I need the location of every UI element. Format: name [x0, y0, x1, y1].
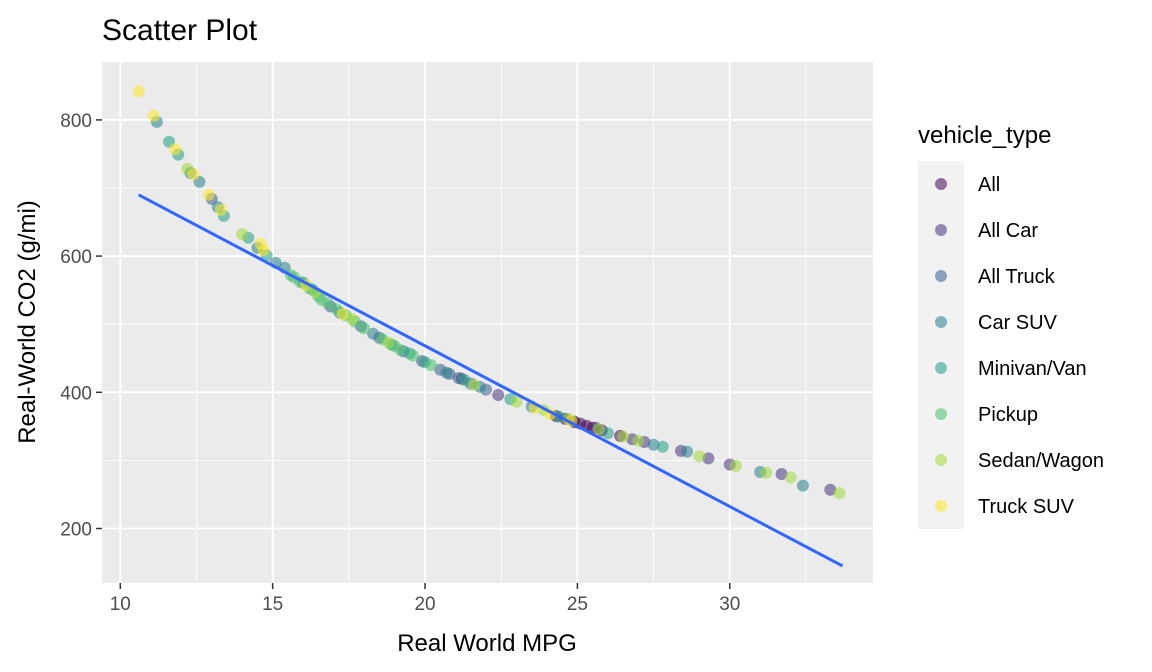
- legend-label: Truck SUV: [978, 496, 1075, 518]
- y-axis-ticks: 200 400 600 800: [60, 111, 102, 541]
- data-point-truck-suv: [187, 168, 200, 181]
- legend-label: Minivan/Van: [978, 358, 1087, 380]
- minor-gridlines: [102, 62, 873, 583]
- data-point-sedan-wagon: [510, 395, 523, 408]
- data-point-truck-suv: [132, 85, 145, 98]
- x-tick-label: 30: [719, 594, 740, 615]
- legend-label: All: [978, 174, 1000, 196]
- data-point-pickup: [406, 349, 419, 362]
- y-tick-label: 800: [60, 111, 92, 132]
- data-point-minivan-van: [458, 374, 471, 386]
- legend-key-point: [935, 500, 947, 512]
- data-point-car-suv: [796, 479, 809, 492]
- legend-key-point: [935, 454, 947, 466]
- legend-key-point: [935, 316, 947, 328]
- x-tick-label: 15: [262, 594, 283, 615]
- x-tick-label: 10: [110, 594, 131, 615]
- data-point-all-car: [775, 468, 788, 480]
- y-tick-label: 200: [60, 520, 92, 541]
- x-tick-label: 25: [567, 594, 588, 615]
- x-tick-label: 20: [414, 594, 435, 615]
- legend-key-point: [935, 408, 947, 420]
- y-axis-title: Real-World CO2 (g/mi): [14, 200, 41, 444]
- data-point-minivan-van: [656, 440, 669, 453]
- plot-panel: [102, 62, 873, 583]
- data-point-sedan-wagon: [467, 378, 480, 391]
- data-point-sedan-wagon: [345, 313, 358, 326]
- chart-title: Scatter Plot: [102, 14, 258, 47]
- data-point-all-car: [492, 389, 505, 401]
- data-point-car-suv: [647, 438, 660, 451]
- data-point-all-car: [824, 483, 837, 496]
- y-tick-label: 600: [60, 247, 92, 268]
- data-point-sedan-wagon: [833, 487, 846, 500]
- x-axis-ticks: 10 15 20 25 30: [110, 583, 740, 615]
- data-point-pickup: [394, 344, 407, 357]
- data-point-car-suv: [367, 327, 380, 340]
- data-point-sedan-wagon: [729, 459, 742, 472]
- x-axis-title: Real World MPG: [397, 630, 577, 657]
- data-point-car-suv: [440, 366, 453, 379]
- legend-key-point: [935, 270, 947, 282]
- data-point-truck-suv: [257, 244, 270, 256]
- data-point-sedan-wagon: [592, 423, 605, 436]
- y-tick-label: 400: [60, 383, 92, 404]
- data-point-all-car: [702, 452, 715, 465]
- data-point-sedan-wagon: [693, 450, 706, 463]
- data-point-sedan-wagon: [760, 466, 773, 479]
- legend-label: Pickup: [978, 404, 1038, 426]
- legend-label: Sedan/Wagon: [978, 450, 1104, 472]
- trend-line-layer: [137, 193, 844, 568]
- data-point-truck-suv: [214, 203, 227, 216]
- data-point-car-suv: [681, 445, 694, 458]
- data-point-sedan-wagon: [784, 471, 797, 484]
- legend-label: Car SUV: [978, 312, 1058, 334]
- data-point-sedan-wagon: [382, 336, 395, 349]
- major-gridlines: [102, 62, 873, 583]
- data-point-truck-suv: [169, 143, 182, 156]
- legend-key-point: [935, 224, 947, 236]
- data-point-truck-suv: [336, 308, 349, 320]
- data-point-pickup: [425, 359, 438, 372]
- legend-label: All Truck: [978, 266, 1056, 288]
- data-point-minivan-van: [601, 427, 614, 440]
- data-point-truck-suv: [202, 188, 215, 201]
- legend-title: vehicle_type: [918, 122, 1051, 149]
- data-point-sedan-wagon: [617, 430, 630, 443]
- legend-label: All Car: [978, 220, 1038, 242]
- legend: All All Car All Truck Car SUV Minivan/Van Pic…: [918, 161, 1104, 529]
- data-point-sedan-wagon: [632, 434, 645, 447]
- legend-key-point: [935, 362, 947, 374]
- data-point-truck-suv: [147, 109, 160, 122]
- data-point-sedan-wagon: [236, 228, 249, 241]
- data-point-pickup: [358, 322, 371, 335]
- legend-key-point: [935, 178, 947, 190]
- trend-line: [137, 193, 844, 568]
